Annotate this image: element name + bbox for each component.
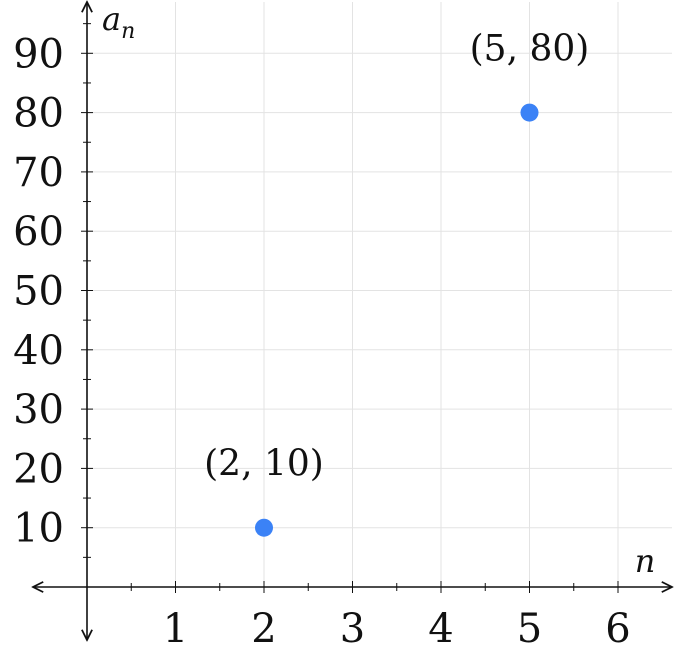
y-tick-label: 80 bbox=[13, 91, 64, 137]
ticks: 1 2 3 4 5 6 10 20 30 40 50 60 70 80 90 bbox=[13, 23, 631, 652]
x-tick-label: 2 bbox=[251, 606, 276, 652]
data-point bbox=[255, 518, 273, 537]
y-tick-label: 40 bbox=[13, 328, 64, 374]
x-tick-label: 5 bbox=[517, 606, 542, 652]
data-point bbox=[520, 103, 539, 122]
y-tick-label: 70 bbox=[13, 150, 64, 196]
x-axis-label: n bbox=[635, 542, 656, 580]
x-tick-label: 6 bbox=[605, 606, 630, 652]
y-tick-label: 50 bbox=[13, 269, 64, 315]
x-tick-label: 3 bbox=[340, 606, 365, 652]
data-points: (2, 10) (5, 80) bbox=[204, 29, 589, 537]
y-tick-label: 20 bbox=[13, 446, 64, 492]
x-tick-label: 4 bbox=[428, 606, 453, 652]
y-tick-label: 90 bbox=[13, 31, 64, 77]
y-tick-label: 60 bbox=[13, 209, 64, 255]
data-point-label: (2, 10) bbox=[204, 444, 324, 485]
data-point-label: (5, 80) bbox=[470, 29, 590, 70]
y-axis-label: an bbox=[102, 0, 135, 44]
x-tick-label: 1 bbox=[163, 606, 188, 652]
grid bbox=[87, 2, 672, 588]
y-tick-label: 30 bbox=[13, 387, 64, 433]
y-tick-label: 10 bbox=[13, 506, 64, 552]
